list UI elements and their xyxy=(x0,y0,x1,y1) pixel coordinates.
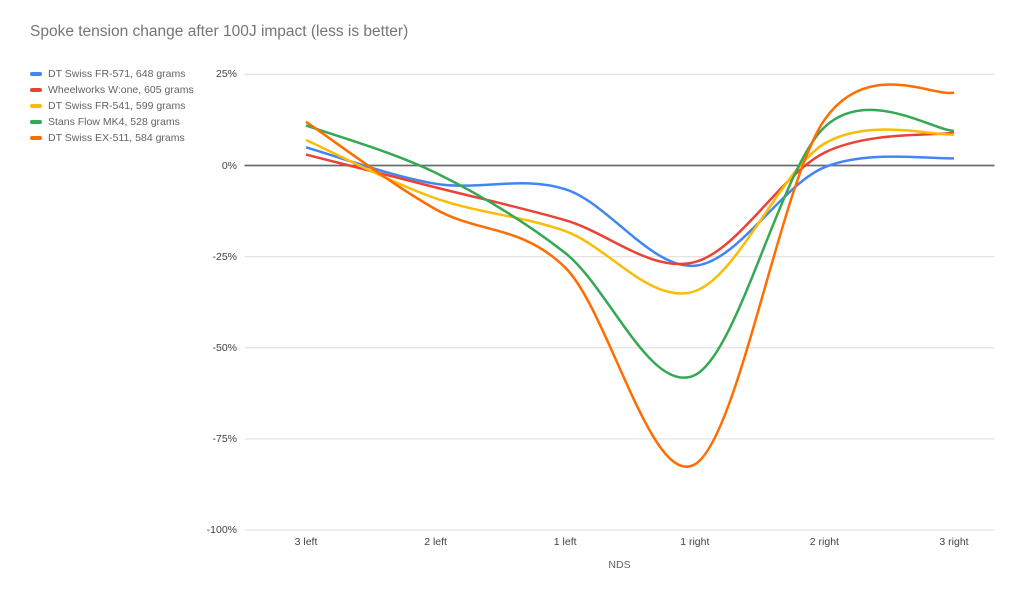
legend: DT Swiss FR-571, 648 grams Wheelworks W:o… xyxy=(30,66,194,146)
series-curve-0[interactable] xyxy=(305,146,955,267)
series-curve-1[interactable] xyxy=(305,131,955,266)
y-tick-label: 0% xyxy=(221,159,237,172)
legend-item-3[interactable]: Stans Flow MK4, 528 grams xyxy=(30,114,194,130)
legend-swatch xyxy=(30,120,42,124)
series-curve-4[interactable] xyxy=(305,83,955,468)
legend-label: Stans Flow MK4, 528 grams xyxy=(48,116,180,128)
legend-item-0[interactable]: DT Swiss FR-571, 648 grams xyxy=(30,66,194,82)
x-category-label: 3 right xyxy=(939,536,969,548)
legend-swatch xyxy=(30,72,42,76)
y-tick-label: 25% xyxy=(215,68,237,81)
y-tick-label: -25% xyxy=(212,250,237,263)
legend-label: DT Swiss EX-511, 584 grams xyxy=(48,132,185,144)
legend-swatch xyxy=(30,136,42,140)
chart-title: Spoke tension change after 100J impact (… xyxy=(30,23,409,40)
series-curve-2[interactable] xyxy=(305,128,955,295)
x-category-label: 3 left xyxy=(294,536,318,548)
x-category-label: 2 right xyxy=(809,536,839,548)
legend-swatch xyxy=(30,104,42,108)
legend-label: Wheelworks W:one, 605 grams xyxy=(48,84,194,96)
legend-item-2[interactable]: DT Swiss FR-541, 599 grams xyxy=(30,98,194,114)
series-curve-3[interactable] xyxy=(305,108,955,379)
y-tick-label: -75% xyxy=(212,432,237,445)
x-category-label: 1 left xyxy=(553,536,577,548)
y-tick-label: -100% xyxy=(206,524,237,536)
legend-label: DT Swiss FR-571, 648 grams xyxy=(48,68,186,80)
x-axis-title: NDS xyxy=(608,559,631,571)
x-category-label: 2 left xyxy=(424,536,447,548)
y-tick-label: -50% xyxy=(212,341,237,354)
x-category-label: 1 right xyxy=(680,536,710,548)
legend-label: DT Swiss FR-541, 599 grams xyxy=(48,100,186,112)
legend-item-1[interactable]: Wheelworks W:one, 605 grams xyxy=(30,82,194,98)
legend-item-4[interactable]: DT Swiss EX-511, 584 grams xyxy=(30,130,194,146)
legend-swatch xyxy=(30,88,42,92)
